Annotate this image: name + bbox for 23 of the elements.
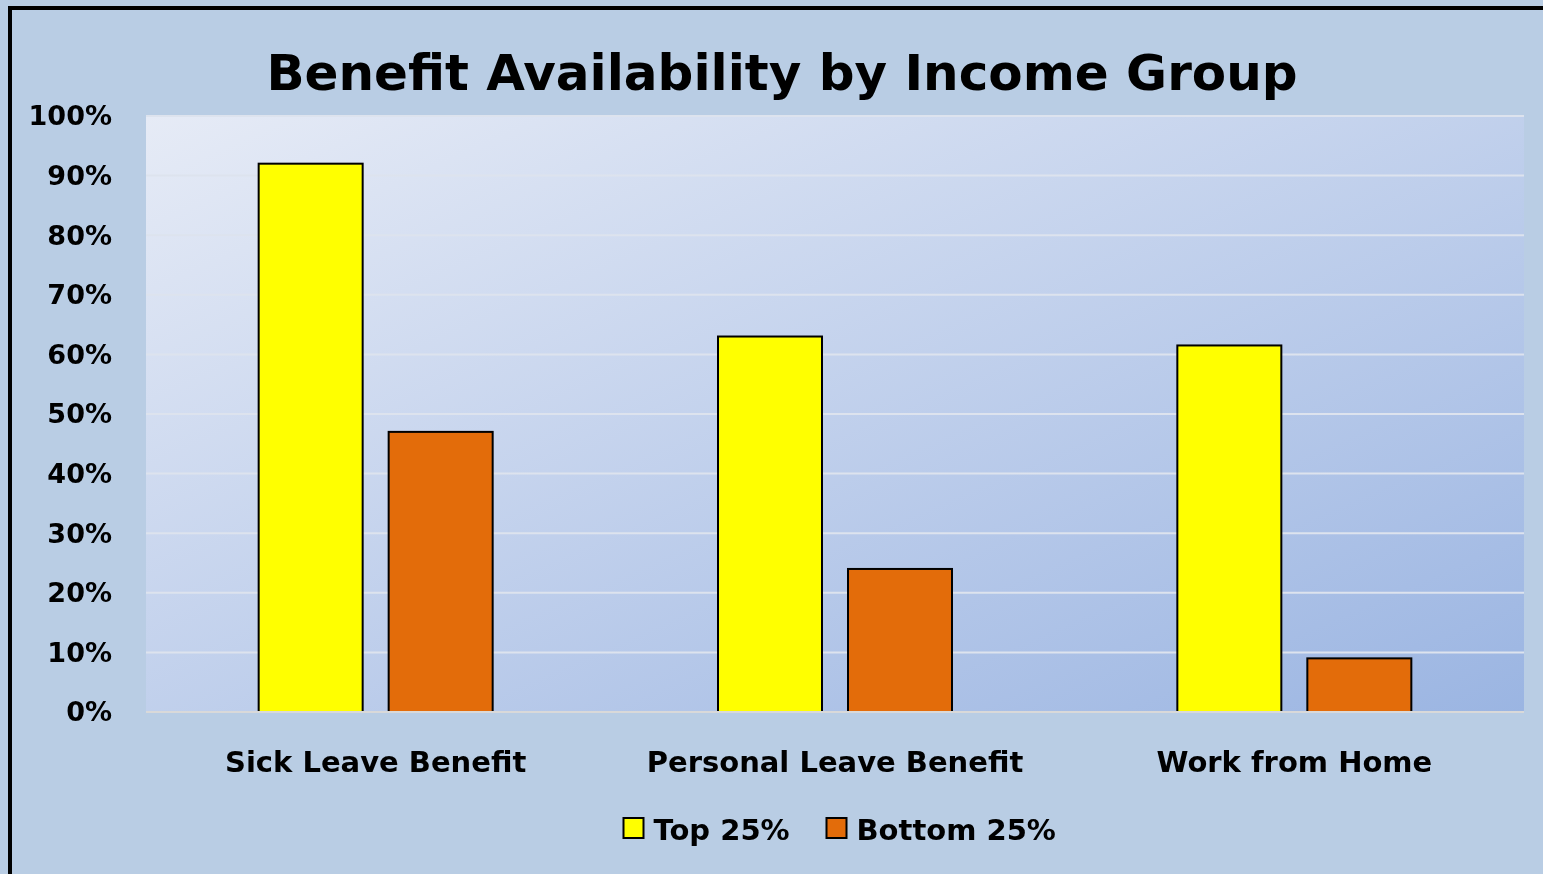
y-tick-label: 20% <box>47 577 112 609</box>
y-tick-label: 90% <box>47 160 112 192</box>
x-tick-label: Work from Home <box>1156 745 1433 779</box>
bar <box>1306 657 1413 713</box>
y-tick-label: 30% <box>47 517 112 549</box>
y-tick-label: 100% <box>28 100 112 132</box>
legend-label: Bottom 25% <box>856 813 1056 848</box>
bar <box>257 162 364 713</box>
bar <box>717 335 823 713</box>
bar <box>1176 344 1283 713</box>
bar <box>387 430 494 713</box>
y-tick-label: 0% <box>66 696 112 728</box>
y-tick-label: 10% <box>47 636 112 668</box>
y-tick-label: 40% <box>47 458 112 490</box>
bar <box>847 567 953 713</box>
y-tick-label: 60% <box>47 338 112 370</box>
x-tick-label: Personal Leave Benefit <box>646 745 1024 779</box>
chart-title: Benefit Availability by Income Group <box>266 44 1298 102</box>
y-tick-label: 50% <box>47 398 112 430</box>
legend-label: Top 25% <box>653 813 790 848</box>
y-tick-label: 80% <box>47 219 112 251</box>
x-tick-label: Sick Leave Benefit <box>225 745 527 779</box>
y-tick-label: 70% <box>47 279 112 311</box>
